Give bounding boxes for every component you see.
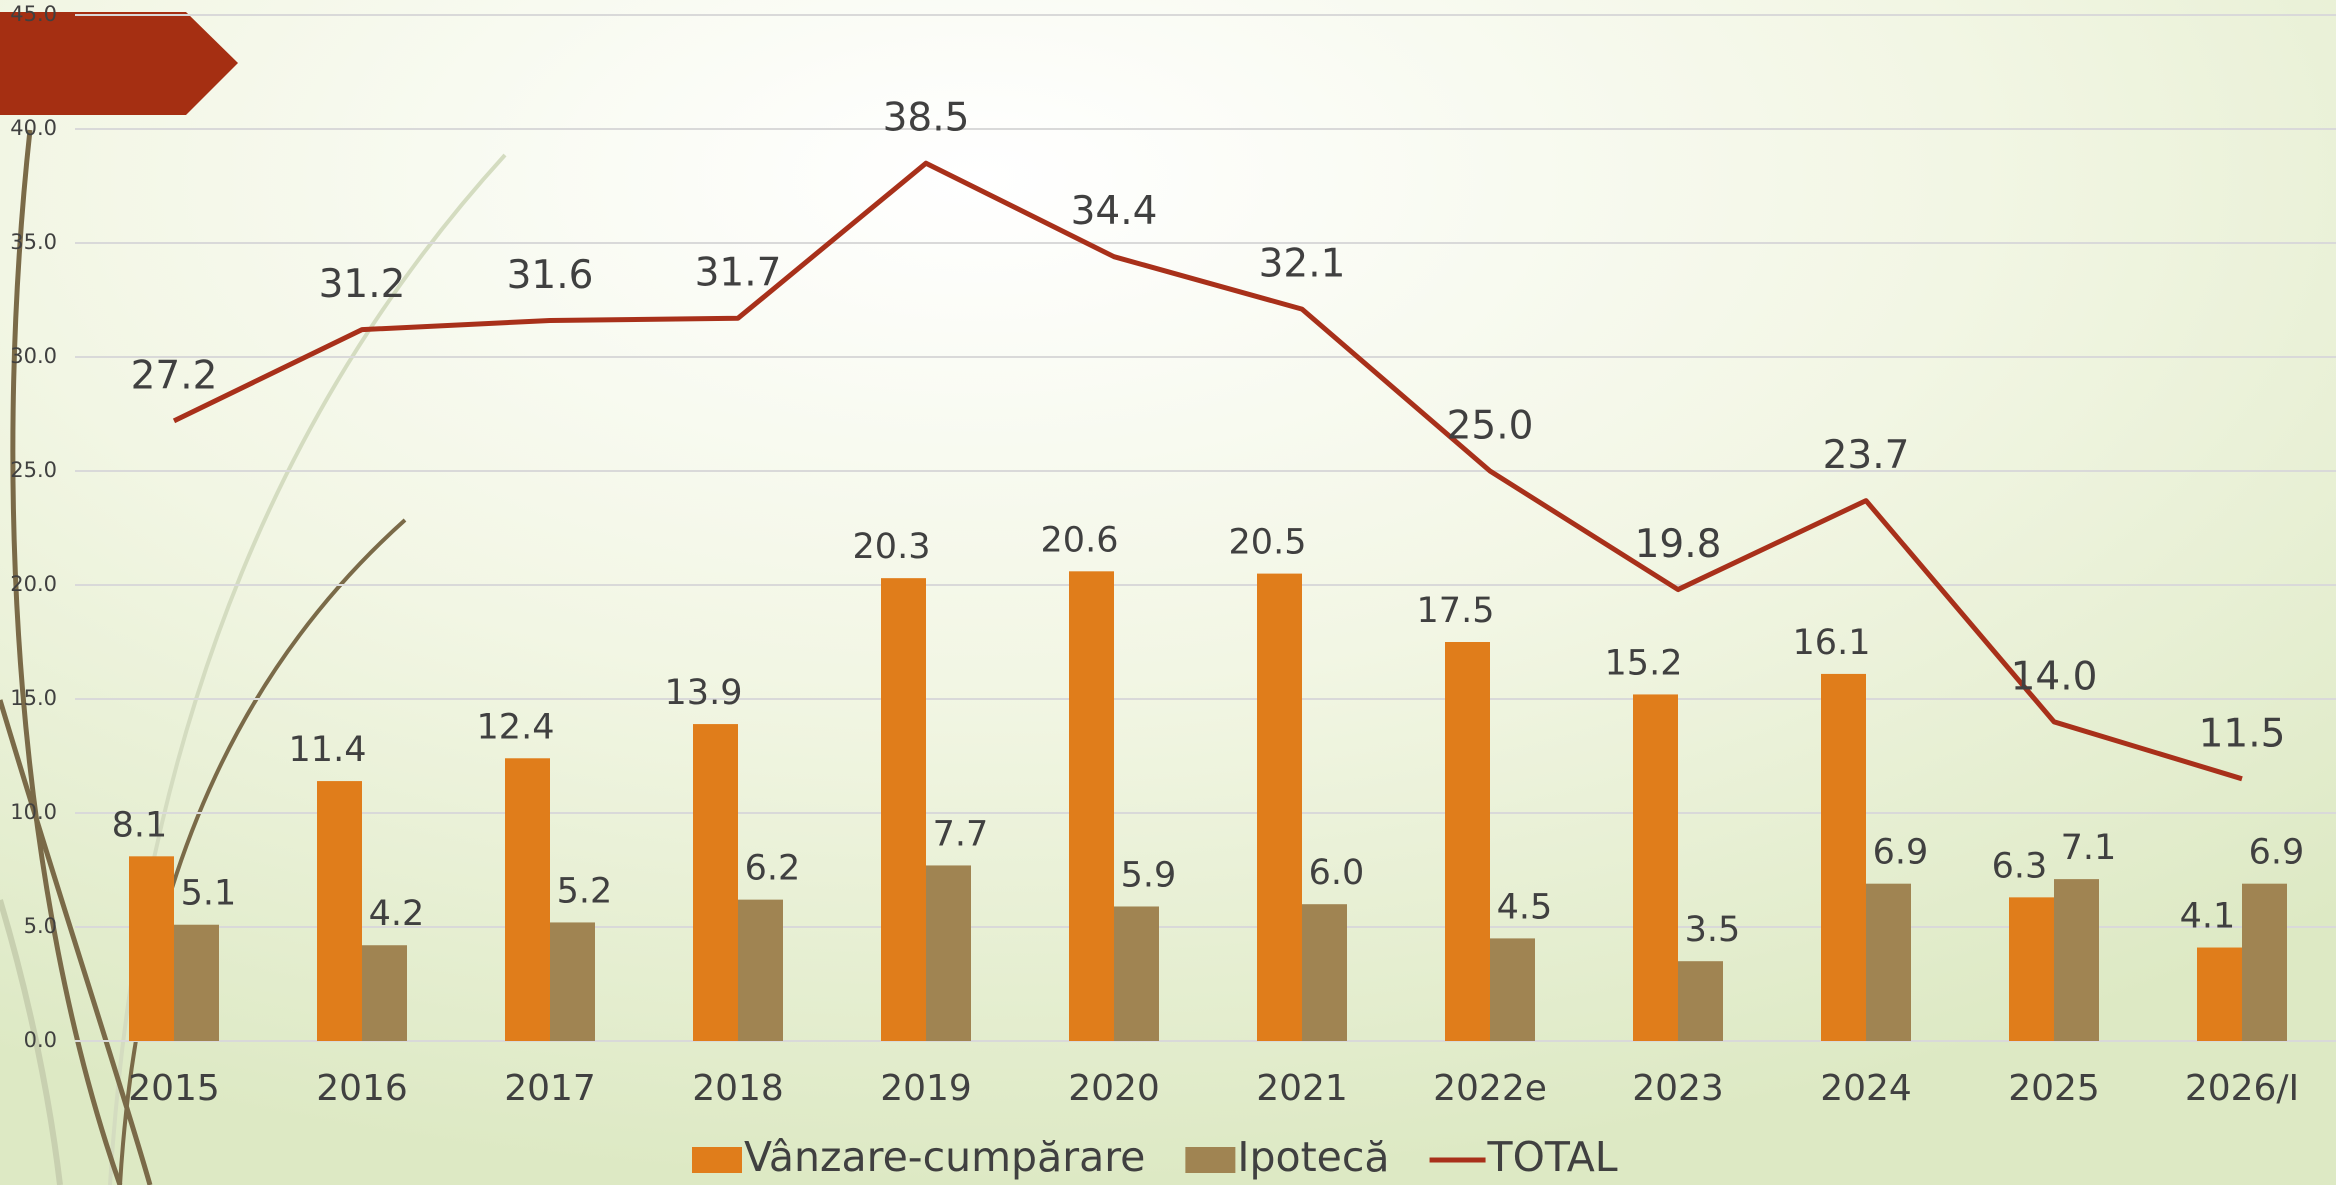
bar xyxy=(1821,673,1866,1041)
data-label: 23.7 xyxy=(1823,433,1910,478)
data-label: 31.6 xyxy=(507,253,594,298)
data-label: 5.1 xyxy=(181,874,237,914)
bar xyxy=(1490,938,1535,1041)
plot: 0.0 5.0 10.0 15.0 20.0 25.0 30.0 35.0 40.0 45.0 8.… xyxy=(10,2,2336,1181)
bar xyxy=(1302,904,1347,1041)
y-tick-label: 25.0 xyxy=(10,458,57,482)
data-label: 3.5 xyxy=(1685,910,1741,950)
data-label: 6.3 xyxy=(1992,846,2048,886)
bar xyxy=(2197,947,2242,1041)
y-tick-label: 35.0 xyxy=(10,230,57,254)
y-tick-label: 45.0 xyxy=(10,2,57,26)
decor-curve xyxy=(0,699,153,1185)
x-tick-label: 2022e xyxy=(1433,1068,1547,1109)
data-label: 34.4 xyxy=(1071,189,1158,234)
bar xyxy=(2242,883,2287,1041)
legend-swatch xyxy=(692,1147,742,1173)
x-tick-label: 2018 xyxy=(692,1068,784,1109)
title-arrow xyxy=(0,12,238,115)
data-label: 31.7 xyxy=(695,251,782,296)
data-label: 31.2 xyxy=(319,262,406,307)
bar xyxy=(2009,897,2054,1041)
x-tick-label: 2021 xyxy=(1256,1068,1348,1109)
data-label: 11.5 xyxy=(2199,711,2286,756)
data-label: 6.9 xyxy=(2249,833,2305,873)
data-label: 6.0 xyxy=(1309,853,1365,893)
data-label: 25.0 xyxy=(1447,404,1534,449)
bar xyxy=(362,945,407,1041)
data-label: 6.2 xyxy=(745,849,801,889)
legend-swatch xyxy=(1185,1147,1236,1173)
y-tick-label: 0.0 xyxy=(24,1028,57,1052)
y-tick-label: 30.0 xyxy=(10,344,57,368)
bar xyxy=(693,724,738,1041)
x-tick-label: 2020 xyxy=(1068,1068,1160,1109)
x-tick-label: 2023 xyxy=(1632,1068,1724,1109)
data-label: 6.9 xyxy=(1873,833,1929,873)
data-label: 13.9 xyxy=(665,673,743,713)
y-tick-label: 20.0 xyxy=(10,572,57,596)
bar xyxy=(1114,906,1159,1041)
data-label: 19.8 xyxy=(1635,522,1722,567)
bar xyxy=(1633,694,1678,1041)
data-label: 16.1 xyxy=(1793,623,1871,663)
x-tick-label: 2016 xyxy=(316,1068,408,1109)
data-label: 20.5 xyxy=(1229,523,1307,563)
data-label: 15.2 xyxy=(1605,643,1683,683)
data-label: 4.5 xyxy=(1497,887,1553,927)
data-label: 8.1 xyxy=(112,805,168,845)
legend-label: Ipotecă xyxy=(1237,1133,1389,1181)
bar xyxy=(317,781,362,1041)
data-label: 4.2 xyxy=(369,894,425,934)
x-tick-label: 2017 xyxy=(504,1068,596,1109)
bar xyxy=(1257,573,1302,1041)
bar xyxy=(881,578,926,1041)
data-label: 20.6 xyxy=(1041,520,1119,560)
y-tick-label: 5.0 xyxy=(24,914,57,938)
y-tick-label: 40.0 xyxy=(10,116,57,140)
x-tick-label: 2025 xyxy=(2008,1068,2100,1109)
data-label: 5.9 xyxy=(1121,855,1177,895)
data-label: 38.5 xyxy=(883,96,970,141)
data-label: 11.4 xyxy=(289,730,367,770)
line xyxy=(172,160,2243,782)
data-label: 20.3 xyxy=(853,527,931,567)
bar xyxy=(550,922,595,1041)
y-tick-label: 15.0 xyxy=(10,686,57,710)
x-tick-label: 2015 xyxy=(128,1068,220,1109)
bar xyxy=(1866,883,1911,1041)
x-tick-label: 2019 xyxy=(880,1068,972,1109)
data-label: 32.1 xyxy=(1259,242,1346,287)
bar xyxy=(738,899,783,1041)
data-label: 7.7 xyxy=(933,814,989,854)
x-tick-label: 2024 xyxy=(1820,1068,1912,1109)
bar xyxy=(926,865,971,1041)
bar xyxy=(1069,571,1114,1041)
bar xyxy=(1678,961,1723,1041)
decor-curve xyxy=(10,129,123,1185)
data-label: 14.0 xyxy=(2011,654,2098,699)
bar xyxy=(1445,642,1490,1041)
data-label: 27.2 xyxy=(131,353,218,398)
bar xyxy=(174,924,219,1041)
x-tick-label: 2026/I xyxy=(2185,1068,2299,1109)
decor-curve xyxy=(118,518,407,1185)
bar xyxy=(2054,879,2099,1041)
data-label: 12.4 xyxy=(477,707,555,747)
data-label: 4.1 xyxy=(2180,897,2236,937)
data-label: 5.2 xyxy=(557,871,613,911)
y-tick-label: 10.0 xyxy=(10,800,57,824)
data-label: 17.5 xyxy=(1417,591,1495,631)
legend-label: Vânzare-cumpărare xyxy=(744,1133,1145,1181)
legend-label: TOTAL xyxy=(1487,1133,1618,1181)
decor-curve xyxy=(0,899,63,1185)
data-label: 7.1 xyxy=(2061,828,2117,868)
bar xyxy=(129,856,174,1041)
bar xyxy=(505,758,550,1041)
